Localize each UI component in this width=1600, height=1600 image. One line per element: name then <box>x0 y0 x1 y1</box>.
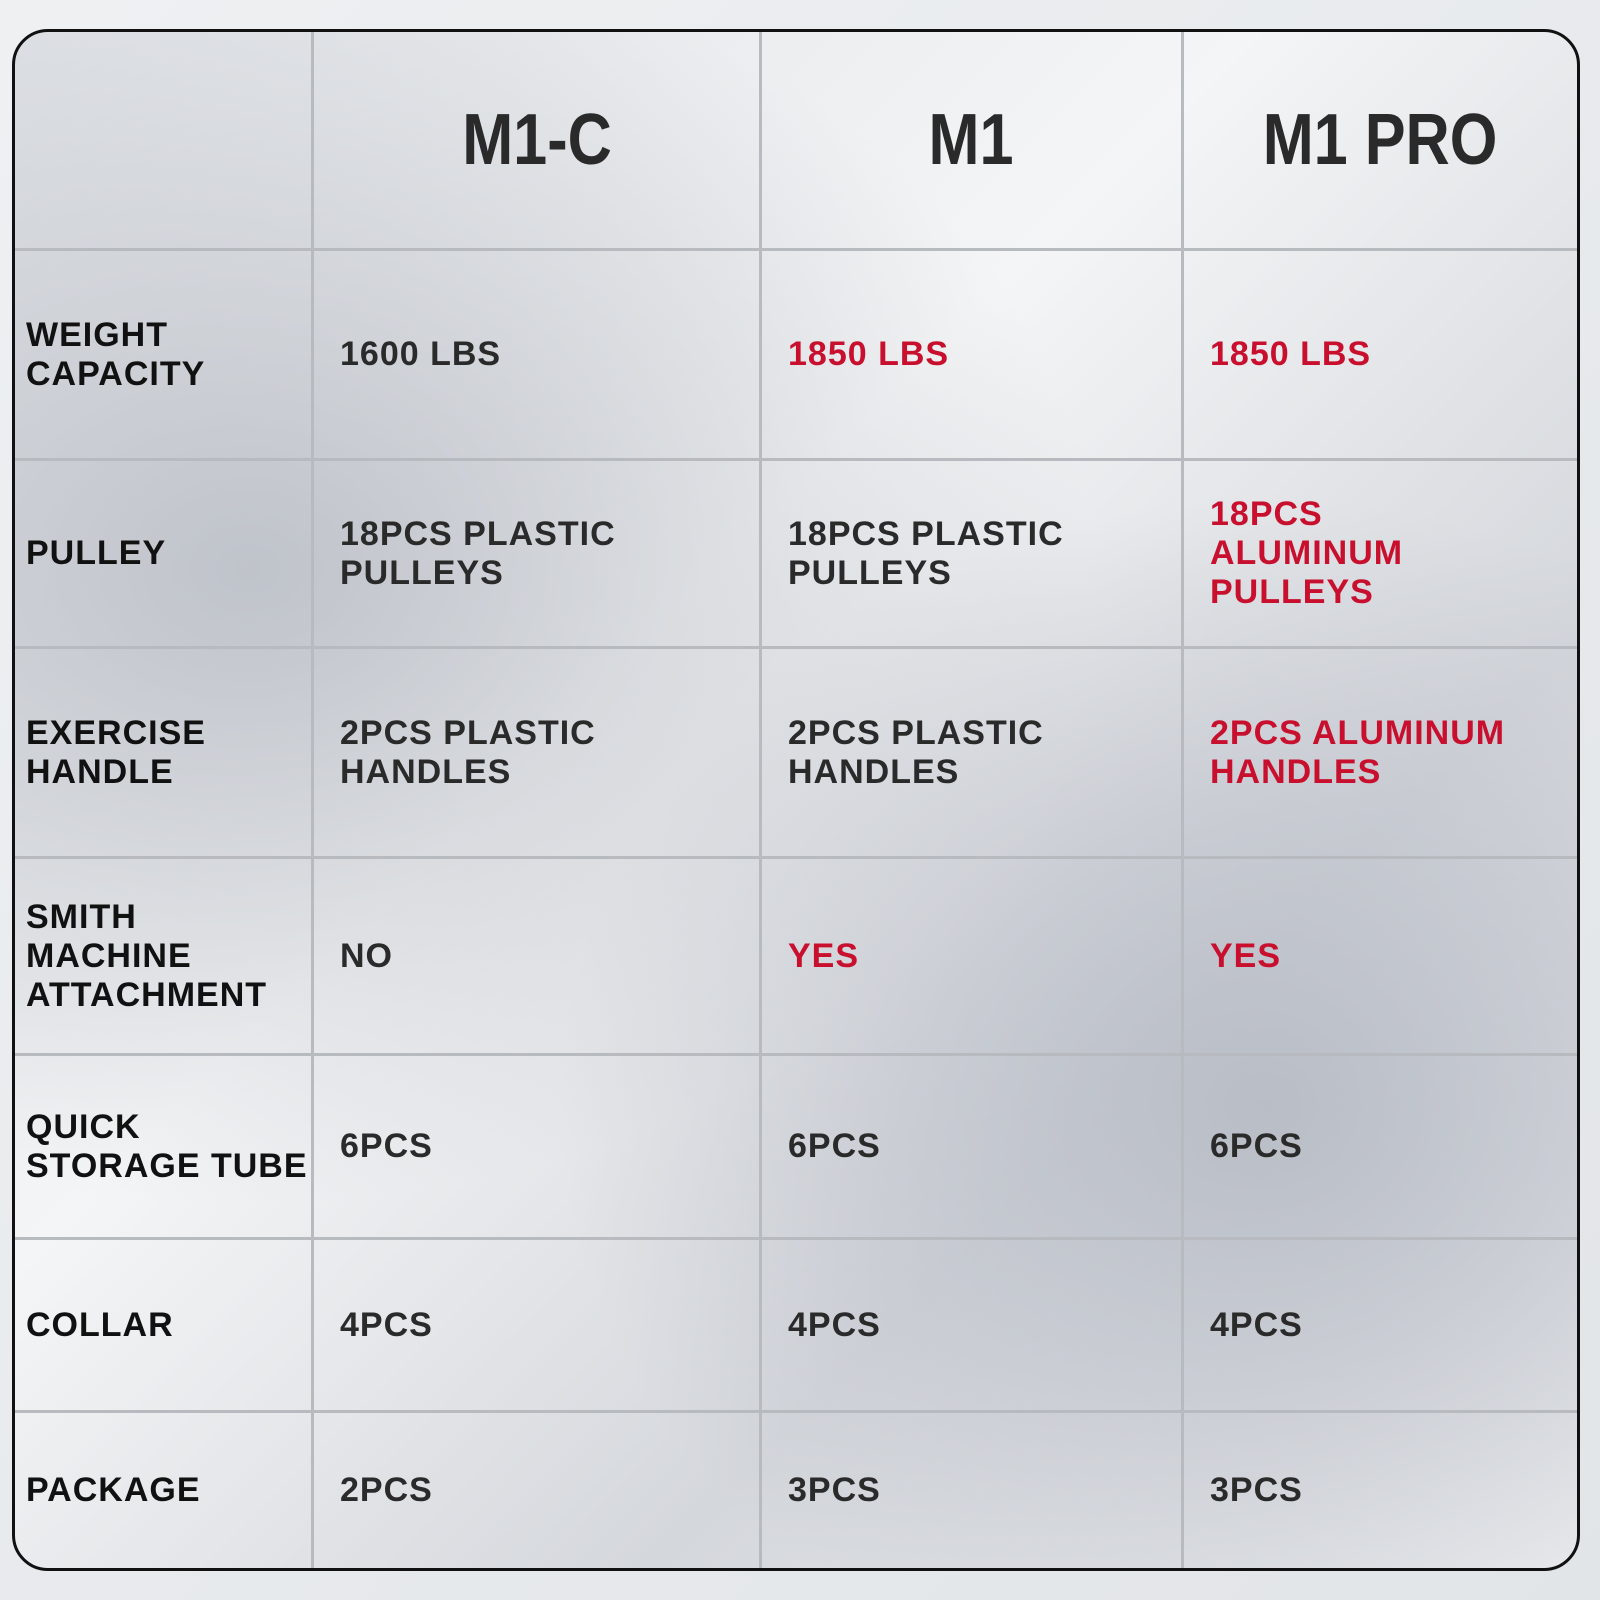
row-label-text: PULLEY <box>26 534 167 572</box>
value-cell: 4PCS <box>762 1240 1184 1413</box>
row-label: COLLAR <box>15 1240 314 1413</box>
row-label: WEIGHT CAPACITY <box>15 251 314 461</box>
value-cell: 1600 LBS <box>314 251 762 461</box>
value-cell-text: 2PCS <box>340 1471 433 1509</box>
row-label-text: COLLAR <box>26 1305 174 1344</box>
value-cell-text: 6PCS <box>1210 1127 1303 1165</box>
value-cell: 2PCS <box>314 1413 762 1568</box>
value-cell-text: YES <box>1210 936 1282 975</box>
value-cell-text: 1850 LBS <box>788 335 950 373</box>
value-cell-text: YES <box>788 936 860 975</box>
value-cell: 6PCS <box>762 1056 1184 1240</box>
column-header-text: M1 <box>928 100 1015 180</box>
value-cell-text: 4PCS <box>788 1305 881 1344</box>
value-cell-text: 1850 LBS <box>1210 335 1372 373</box>
column-header: M1 <box>762 32 1184 251</box>
value-cell-text: 6PCS <box>788 1127 881 1165</box>
value-cell-text: 3PCS <box>788 1471 881 1509</box>
row-label: QUICK STORAGE TUBE <box>15 1056 314 1240</box>
value-cell: 1850 LBS <box>1184 251 1577 461</box>
value-cell-text: 3PCS <box>1210 1471 1303 1509</box>
value-cell: 3PCS <box>762 1413 1184 1568</box>
value-cell-text: NO <box>340 936 393 975</box>
column-header-text: M1 PRO <box>1263 100 1498 180</box>
row-label: SMITH MACHINE ATTACHMENT <box>15 859 314 1056</box>
value-cell: 3PCS <box>1184 1413 1577 1568</box>
column-header-text: M1-C <box>461 100 612 180</box>
value-cell-text: 6PCS <box>340 1127 433 1165</box>
row-label: EXERCISE HANDLE <box>15 649 314 859</box>
value-cell-text: 4PCS <box>1210 1305 1303 1344</box>
value-cell: 4PCS <box>1184 1240 1577 1413</box>
row-label-text: PACKAGE <box>26 1471 201 1509</box>
value-cell: 18PCS PLASTIC PULLEYS <box>314 461 762 649</box>
row-label: PACKAGE <box>15 1413 314 1568</box>
value-cell-text: 18PCS ALUMINUM PULLEYS <box>1210 495 1404 611</box>
value-cell: 6PCS <box>314 1056 762 1240</box>
value-cell: YES <box>762 859 1184 1056</box>
row-label-text: SMITH MACHINE ATTACHMENT <box>26 897 268 1014</box>
value-cell: 2PCS ALUMINUM HANDLES <box>1184 649 1577 859</box>
comparison-table: M1-C M1 M1 PRO WEIGHT CAPACITY 1600 LBS 1850 … <box>12 29 1580 1571</box>
value-cell-text: 18PCS PLASTIC PULLEYS <box>340 514 616 592</box>
value-cell: 2PCS PLASTIC HANDLES <box>314 649 762 859</box>
row-label-text: QUICK STORAGE TUBE <box>26 1107 308 1185</box>
row-label-text: WEIGHT CAPACITY <box>26 315 206 393</box>
value-cell: NO <box>314 859 762 1056</box>
column-header: M1-C <box>314 32 762 251</box>
value-cell-text: 1600 LBS <box>340 335 502 373</box>
value-cell: YES <box>1184 859 1577 1056</box>
value-cell: 2PCS PLASTIC HANDLES <box>762 649 1184 859</box>
value-cell: 1850 LBS <box>762 251 1184 461</box>
value-cell: 18PCS PLASTIC PULLEYS <box>762 461 1184 649</box>
value-cell-text: 2PCS PLASTIC HANDLES <box>788 713 1044 791</box>
corner-cell <box>15 32 314 251</box>
value-cell: 4PCS <box>314 1240 762 1413</box>
value-cell: 18PCS ALUMINUM PULLEYS <box>1184 461 1577 649</box>
value-cell-text: 2PCS ALUMINUM HANDLES <box>1210 713 1506 791</box>
value-cell: 6PCS <box>1184 1056 1577 1240</box>
value-cell-text: 4PCS <box>340 1305 433 1344</box>
column-header: M1 PRO <box>1184 32 1577 251</box>
row-label: PULLEY <box>15 461 314 649</box>
row-label-text: EXERCISE HANDLE <box>26 713 206 791</box>
value-cell-text: 18PCS PLASTIC PULLEYS <box>788 514 1064 592</box>
value-cell-text: 2PCS PLASTIC HANDLES <box>340 713 596 791</box>
